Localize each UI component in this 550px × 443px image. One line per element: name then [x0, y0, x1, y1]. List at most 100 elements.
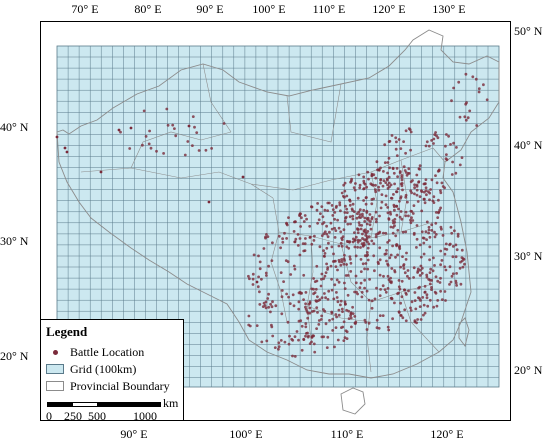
battle-location-dot [372, 197, 375, 201]
battle-location-dot [452, 86, 455, 90]
battle-location-dot [359, 227, 363, 231]
battle-location-dot [283, 231, 286, 235]
battle-location-dot [308, 311, 312, 315]
battle-location-dot [324, 296, 327, 300]
battle-location-dot [344, 274, 348, 277]
battle-location-dot [410, 216, 413, 220]
battle-location-dot [316, 311, 319, 314]
battle-location-dot [379, 206, 383, 210]
battle-location-dot [378, 246, 382, 250]
battle-location-dot [322, 254, 326, 258]
battle-location-dot [448, 243, 451, 247]
battle-location-dot [325, 232, 329, 236]
battle-location-dot [443, 265, 447, 269]
battle-location-dot [454, 243, 458, 247]
battle-location-dot [361, 214, 364, 218]
battle-location-dot [331, 260, 335, 263]
battle-location-dot [374, 190, 378, 194]
battle-location-dot [332, 297, 336, 301]
battle-location-dot [368, 213, 372, 216]
battle-location-dot [455, 146, 458, 149]
battle-location-dot [360, 224, 364, 227]
battle-location-dot [55, 135, 59, 139]
battle-location-dot [444, 299, 447, 302]
battle-location-dot [183, 153, 187, 157]
battle-location-dot [409, 130, 413, 134]
battle-location-dot [320, 296, 324, 299]
battle-location-dot [292, 304, 296, 308]
battle-location-dot [444, 268, 448, 272]
battle-location-dot [395, 243, 399, 247]
battle-location-dot [379, 178, 382, 182]
battle-location-dot [262, 247, 266, 250]
battle-location-dot [436, 216, 440, 220]
battle-location-dot [247, 274, 250, 278]
battle-location-dot [373, 269, 376, 273]
battle-location-dot [329, 264, 333, 268]
legend-item-grid: Grid (100km) [46, 362, 136, 376]
battle-location-dot [406, 269, 410, 272]
battle-location-dot [392, 171, 396, 175]
battle-location-dot [302, 298, 305, 301]
battle-location-dot [252, 253, 256, 257]
battle-location-dot [386, 241, 389, 244]
battle-location-dot [380, 200, 384, 204]
battle-location-dot [384, 194, 388, 198]
battle-location-dot [366, 253, 369, 257]
battle-location-dot [260, 340, 264, 344]
province-boundaries [80, 63, 446, 373]
battle-location-dot [399, 265, 402, 269]
battle-location-dot [291, 354, 294, 358]
battle-location-dot [312, 287, 315, 291]
battle-location-dot [320, 318, 323, 321]
battle-location-dot [388, 256, 392, 260]
battle-location-dot [387, 181, 391, 185]
battle-location-dot [349, 311, 353, 315]
battle-location-dot [404, 258, 408, 261]
battle-location-dot [412, 266, 416, 270]
battle-location-dot [285, 292, 288, 296]
battle-location-dot [461, 265, 465, 269]
battle-location-dot [439, 263, 442, 267]
battle-location-dot [378, 273, 382, 277]
battle-location-dot [320, 335, 324, 339]
battle-location-dot [434, 174, 437, 178]
battle-location-dot [288, 334, 291, 338]
battle-location-dot [399, 301, 402, 305]
battle-location-dot [292, 264, 296, 268]
battle-location-dot [293, 335, 297, 338]
lat-label-left: 20° N [0, 349, 29, 363]
battle-location-dot [322, 277, 325, 281]
battle-location-dot [397, 279, 401, 282]
battle-location-dot [409, 309, 413, 312]
battle-location-dot [394, 147, 398, 151]
battle-location-dot [323, 208, 327, 212]
battle-location-dot [298, 213, 302, 217]
battle-location-dot [383, 161, 387, 165]
battle-location-dot [315, 264, 319, 268]
battle-location-dot [330, 227, 334, 231]
battle-location-dot [365, 235, 369, 239]
battle-location-dot [439, 206, 442, 210]
battle-location-dot [317, 218, 321, 222]
battle-location-dot [388, 185, 391, 189]
battle-location-dot [392, 193, 395, 196]
battle-location-dot [306, 316, 310, 320]
battle-location-dot [316, 202, 319, 205]
battle-location-dot [345, 330, 349, 334]
battle-location-dot [65, 150, 69, 154]
battle-dots [55, 72, 489, 358]
battle-location-dot [317, 319, 321, 322]
battle-location-dot [293, 267, 297, 271]
battle-location-dot [141, 143, 144, 147]
scale-label: 0 [46, 409, 52, 423]
battle-location-dot [382, 274, 385, 278]
battle-location-dot [345, 245, 349, 249]
battle-location-dot [351, 202, 355, 206]
battle-location-dot [386, 211, 390, 215]
battle-location-dot [379, 166, 382, 170]
battle-location-dot [428, 271, 432, 274]
battle-location-dot [386, 171, 389, 175]
battle-location-dot [383, 288, 387, 291]
battle-location-dot [335, 278, 339, 282]
